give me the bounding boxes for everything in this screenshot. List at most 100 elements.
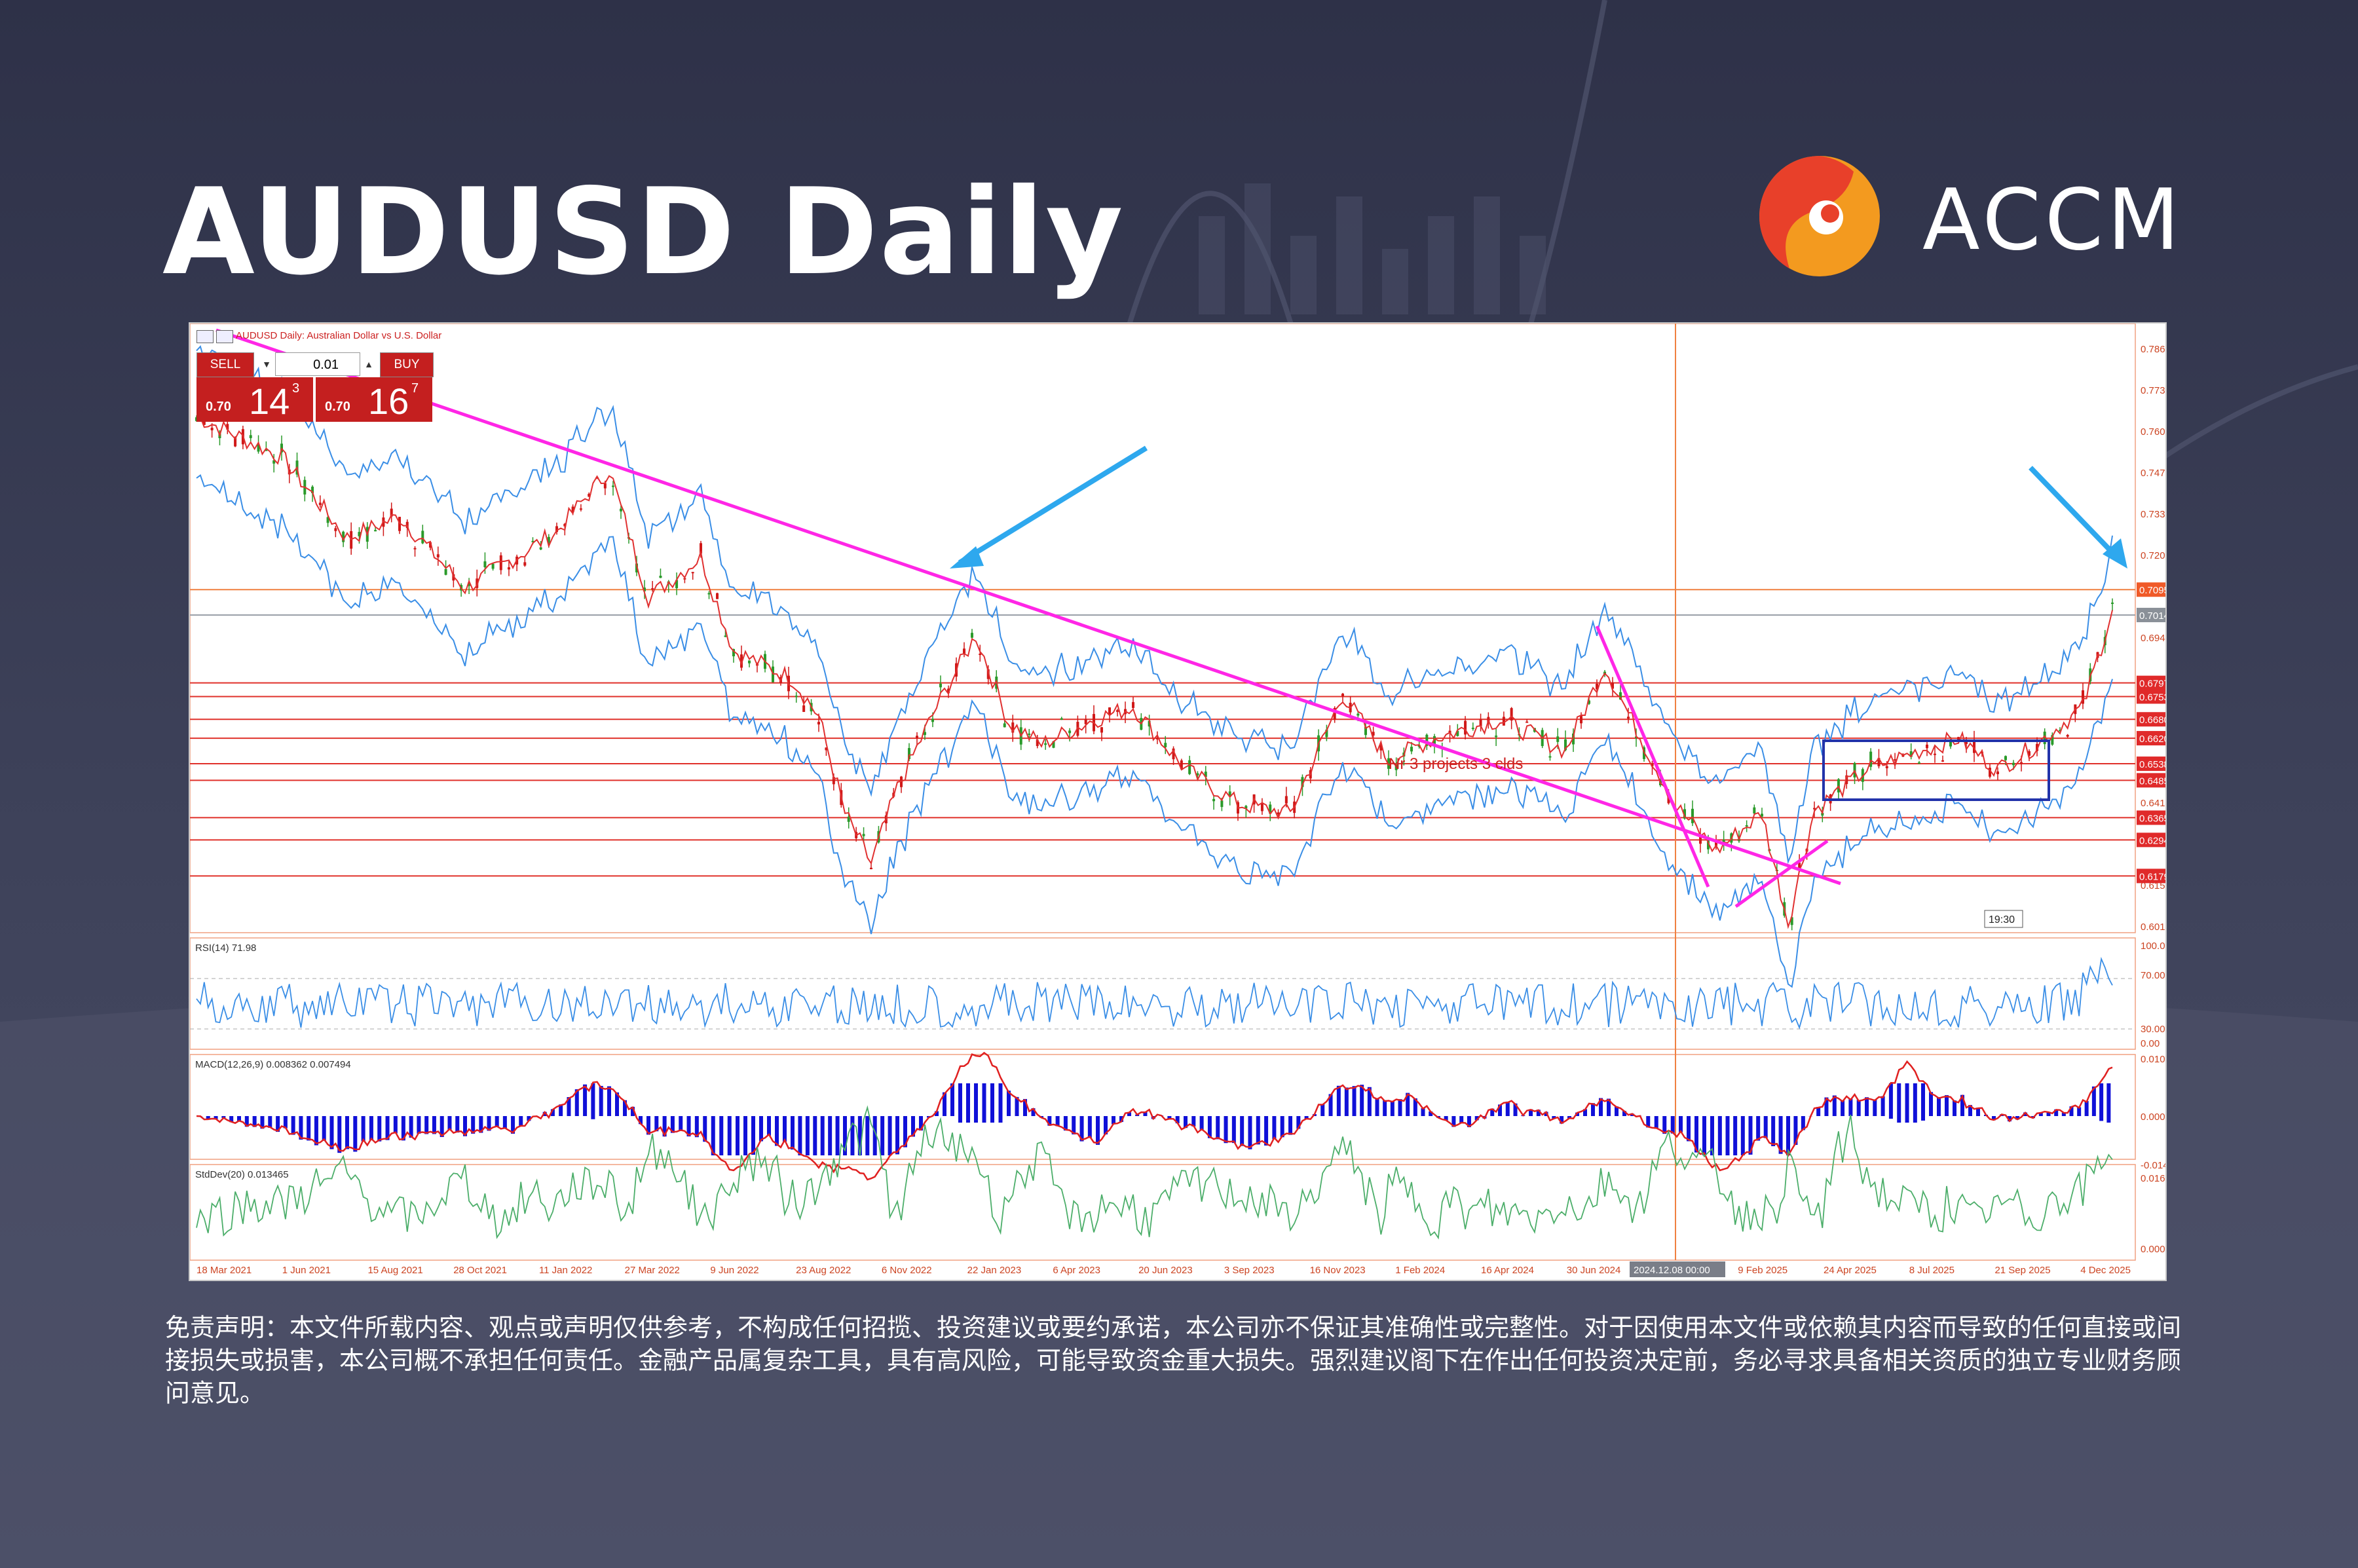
macd-histogram-bar	[958, 1083, 962, 1123]
candle-body	[971, 633, 973, 638]
price-axis-label: 0.64150	[2141, 798, 2165, 809]
candle-body	[1456, 730, 1459, 736]
macd-histogram-bar	[345, 1116, 349, 1149]
macd-histogram-bar	[880, 1116, 885, 1155]
macd-histogram-bar	[322, 1116, 326, 1141]
sell-price-sup: 3	[292, 381, 300, 396]
candle-body	[272, 460, 276, 464]
stddev-axis-label: 0.000107	[2141, 1244, 2165, 1255]
macd-histogram-bar	[1224, 1116, 1228, 1144]
candle-body	[847, 816, 850, 822]
candle-body	[507, 567, 510, 570]
macd-histogram-bar	[1505, 1101, 1510, 1116]
chart-annotation: Nr 3 projects 3 clds	[1389, 755, 1523, 773]
price-chart[interactable]: 0.78670 0.77350 0.76030 0.74710 0.73390 0.720…	[190, 324, 2165, 1280]
candle-body	[1580, 716, 1582, 724]
drop-trendline	[1595, 625, 1710, 887]
macd-histogram-bar	[727, 1116, 732, 1155]
macd-histogram-bar	[1272, 1116, 1277, 1140]
candle-body	[1502, 717, 1505, 726]
candle-body	[931, 719, 934, 722]
candle-body	[1699, 834, 1702, 844]
candle-body	[802, 705, 806, 712]
candle-body	[1379, 745, 1383, 751]
chart-menu-icon[interactable]	[196, 330, 214, 343]
candle-body	[429, 542, 432, 548]
candle-body	[1116, 710, 1119, 712]
macd-histogram-bar	[703, 1116, 707, 1142]
lot-down-icon[interactable]: ▼	[262, 359, 271, 369]
candle-body	[1108, 707, 1111, 715]
macd-histogram-bar	[1031, 1108, 1036, 1116]
lot-up-icon[interactable]: ▲	[364, 359, 373, 369]
candle-body	[588, 494, 591, 497]
candle-body	[342, 531, 345, 542]
macd-histogram-bar	[751, 1116, 755, 1155]
macd-histogram-bar	[206, 1116, 210, 1120]
candle-body	[1204, 772, 1207, 777]
candle-body	[1798, 863, 1801, 870]
macd-histogram-bar	[911, 1116, 915, 1137]
sell-button[interactable]: SELL	[196, 352, 254, 377]
time-axis-label: 23 Aug 2022	[796, 1265, 851, 1276]
candle-body	[1885, 766, 1888, 768]
macd-histogram-bar	[455, 1116, 460, 1133]
macd-histogram-bar	[1591, 1103, 1595, 1116]
time-axis-label: 21 Sep 2025	[1994, 1265, 2050, 1276]
candle-body	[675, 580, 679, 589]
macd-histogram-bar	[1023, 1098, 1027, 1116]
candle-body	[986, 669, 990, 679]
macd-histogram-bar	[982, 1083, 986, 1123]
macd-histogram-bar	[2061, 1112, 2066, 1116]
macd-histogram-bar	[1937, 1096, 1941, 1116]
lot-size-input[interactable]: 0.01	[275, 352, 360, 376]
stddev-axis-label: 0.016845	[2141, 1173, 2165, 1184]
macd-histogram-bar	[1679, 1116, 1683, 1132]
rsi-pane-frame	[190, 937, 2136, 1050]
macd-histogram-bar	[1607, 1098, 1611, 1116]
macd-histogram-bar	[1421, 1108, 1425, 1116]
chart-window[interactable]: 0.78670 0.77350 0.76030 0.74710 0.73390 0.720…	[189, 322, 2167, 1281]
candle-body	[1364, 726, 1367, 736]
macd-histogram-bar	[1670, 1116, 1675, 1134]
candle-body	[924, 732, 926, 736]
macd-histogram-bar	[1756, 1116, 1761, 1141]
rsi-axis-label: 0.00	[2141, 1038, 2160, 1049]
macd-histogram-bar	[432, 1116, 436, 1134]
macd-histogram-bar	[990, 1083, 994, 1123]
candle-body	[1564, 739, 1567, 751]
buy-price[interactable]: 0.70 16 7	[316, 377, 432, 422]
sell-price[interactable]: 0.70 14 3	[196, 377, 313, 422]
macd-histogram-bar	[607, 1086, 611, 1116]
price-axis-label: 0.76030	[2141, 426, 2165, 438]
macd-histogram-bar	[1429, 1111, 1433, 1116]
time-axis-label: 3 Sep 2023	[1224, 1265, 1275, 1276]
buy-button[interactable]: BUY	[380, 352, 434, 377]
level-price-label: 0.67535	[2139, 692, 2165, 703]
macd-histogram-bar	[1328, 1094, 1333, 1116]
macd-histogram-bar	[1256, 1116, 1260, 1145]
candle-body	[1357, 713, 1360, 716]
chart-properties-icon[interactable]	[216, 330, 233, 343]
macd-histogram-bar	[1119, 1116, 1123, 1123]
candle-body	[870, 867, 872, 870]
level-price-tag	[2137, 675, 2165, 690]
macd-histogram-bar	[623, 1100, 627, 1116]
macd-histogram-bar	[1654, 1116, 1658, 1129]
macd-pane-frame	[190, 1054, 2136, 1160]
candle-body	[413, 548, 417, 550]
macd-histogram-bar	[1383, 1100, 1387, 1116]
stddev-line	[196, 1105, 2113, 1240]
candle-body	[1761, 813, 1763, 817]
macd-histogram-bar	[214, 1116, 218, 1119]
price-axis-label: 0.60190	[2141, 922, 2165, 933]
macd-histogram-bar	[1513, 1103, 1518, 1116]
macd-histogram-bar	[1015, 1096, 1019, 1116]
macd-histogram-bar	[463, 1116, 467, 1136]
candle-body	[547, 536, 550, 543]
price-axis-label: 0.74710	[2141, 468, 2165, 479]
main-trendline	[215, 328, 1841, 886]
macd-histogram-bar	[1536, 1110, 1541, 1116]
macd-histogram-bar	[639, 1116, 643, 1125]
level-price-tag	[2137, 756, 2165, 772]
